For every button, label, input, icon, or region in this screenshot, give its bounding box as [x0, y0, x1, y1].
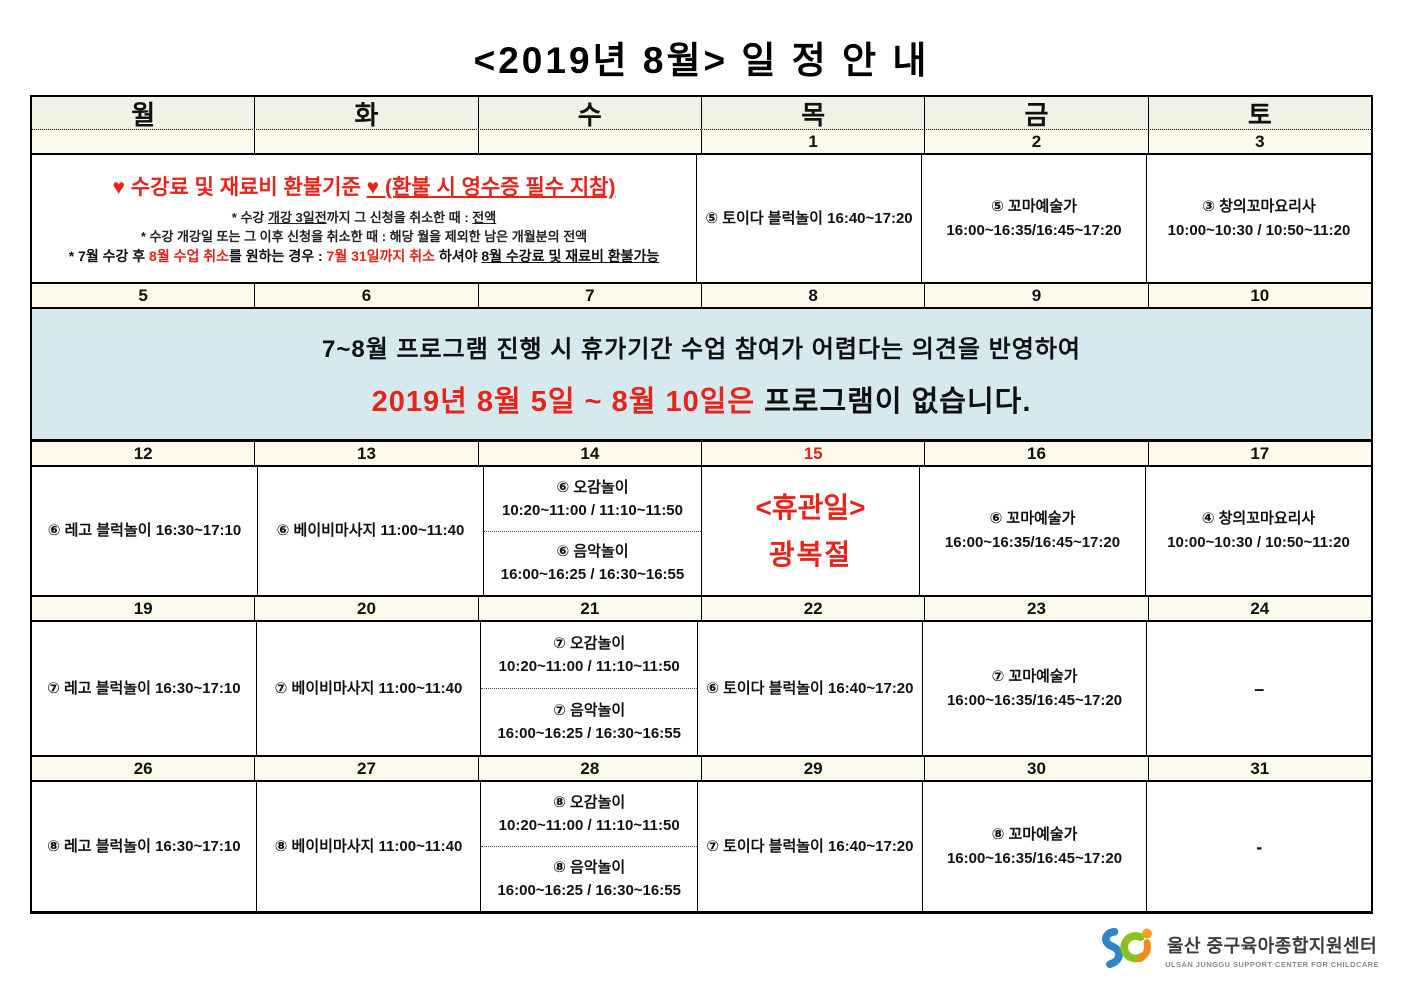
program-aug21-morning: ⑦ 오감놀이 10:20~11:00 / 11:10~11:50 [481, 622, 698, 689]
program-aug14-afternoon: ⑥ 음악놀이 16:00~16:25 / 16:30~16:55 [500, 543, 685, 584]
date-cell-1: 1 [702, 130, 926, 153]
program-cell-aug19: ⑦ 레고 블럭놀이 16:30~17:10 [32, 622, 257, 755]
program-cell-aug14: ⑥ 오감놀이 10:20~11:00 / 11:10~11:50 ⑥ 음악놀이 … [484, 467, 702, 595]
vacation-banner-line1: 7~8월 프로그램 진행 시 휴가기간 수업 참여가 어렵다는 의견을 반영하여 [322, 335, 1081, 363]
date-cell-6: 6 [255, 284, 479, 307]
date-cell-9: 9 [925, 284, 1149, 307]
program-cell-aug23: ⑦ 꼬마예술가 16:00~16:35/16:45~17:20 [923, 622, 1148, 755]
week4-date-row: 19 20 21 22 23 24 [32, 597, 1371, 622]
vacation-banner-line2: 2019년 8월 5일 ~ 8월 10일은 프로그램이 없습니다. [371, 385, 1032, 418]
program-cell-aug28: ⑧ 오감놀이 10:20~11:00 / 11:10~11:50 ⑧ 음악놀이 … [481, 782, 699, 911]
date-cell-28: 28 [479, 757, 702, 780]
program-cell-aug2: ⑤ 꼬마예술가 16:00~16:35/16:45~17:20 [922, 155, 1147, 282]
date-cell-15-holiday: 15 [702, 442, 926, 465]
vacation-banner: 7~8월 프로그램 진행 시 휴가기간 수업 참여가 어렵다는 의견을 반영하여… [32, 309, 1371, 442]
center-name-english: ULSAN JUNGGU SUPPORT CENTER FOR CHILDCAR… [1165, 960, 1379, 969]
program-aug28-afternoon: ⑧ 음악놀이 16:00~16:25 / 16:30~16:55 [497, 859, 681, 899]
program-cell-aug26: ⑧ 레고 블럭놀이 16:30~17:10 [32, 782, 257, 911]
date-cell-24: 24 [1250, 598, 1270, 618]
weekday-tue: 화 [255, 97, 479, 130]
date-cell-26: 26 [32, 757, 256, 780]
program-cell-aug27: ⑧ 베이비마사지 11:00~11:40 [257, 782, 482, 911]
program-aug28-morning: ⑧ 오감놀이 10:20~11:00 / 11:10~11:50 [481, 782, 698, 847]
weekday-mon: 월 [32, 97, 256, 130]
footer-logo: 울산 중구육아종합지원센터 ULSAN JUNGGU SUPPORT CENTE… [1100, 925, 1379, 976]
date-cell-3: 3 [1255, 131, 1265, 151]
center-logo-icon [1100, 925, 1156, 976]
program-cell-aug22: ⑥ 토이다 블럭놀이 16:40~17:20 [698, 622, 923, 755]
weekday-sat: 토 [1247, 99, 1272, 130]
date-cell-30: 30 [925, 757, 1149, 780]
weekday-thu: 목 [702, 97, 926, 130]
closed-day-cell-aug15: <휴관일> 광복절 [702, 467, 920, 595]
date-cell-22: 22 [702, 597, 926, 620]
refund-rule-1: * 수강 개강 3일전까지 그 신청을 취소한 때 : 전액 [231, 209, 497, 225]
refund-rule-3: * 7월 수강 후 8월 수업 취소를 원하는 경우 : 7월 31일까지 취소… [68, 247, 660, 264]
week3-date-row: 12 13 14 15 16 17 [32, 442, 1371, 467]
date-cell-20: 20 [255, 597, 479, 620]
program-cell-aug1: ⑤ 토이다 블럭놀이 16:40~17:20 [697, 155, 922, 282]
date-cell-8: 8 [702, 284, 926, 307]
empty-cell-aug24: – [1254, 678, 1265, 699]
week1-content-row: ♥ 수강료 및 재료비 환불기준 ♥ (환불 시 영수증 필수 지참) * 수강… [32, 155, 1371, 284]
date-cell-2: 2 [925, 130, 1149, 153]
calendar-table: 월 화 수 목 금 토 1 2 3 ♥ 수강료 및 재료비 환불기준 ♥ (환불… [30, 95, 1373, 914]
date-cell-5: 5 [32, 284, 256, 307]
refund-rule-2: * 수강 개강일 또는 그 이후 신청을 취소한 때 : 해당 월을 제외한 남… [140, 228, 588, 244]
refund-notice-title: ♥ 수강료 및 재료비 환불기준 ♥ (환불 시 영수증 필수 지참) [112, 175, 616, 199]
program-cell-aug12: ⑥ 레고 블럭놀이 16:30~17:10 [32, 467, 258, 595]
footer-logo-text: 울산 중구육아종합지원센터 ULSAN JUNGGU SUPPORT CENTE… [1165, 932, 1379, 969]
date-cell [479, 130, 702, 153]
date-cell-31: 31 [1250, 758, 1270, 778]
program-cell-aug17: ④ 창의꼬마요리사 10:00~10:30 / 10:50~11:20 [1167, 510, 1350, 551]
program-aug14-morning: ⑥ 오감놀이 10:20~11:00 / 11:10~11:50 [484, 467, 701, 532]
program-cell-aug29: ⑦ 토이다 블럭놀이 16:40~17:20 [698, 782, 923, 911]
weekday-header-row: 월 화 수 목 금 토 [32, 97, 1371, 130]
date-cell-12: 12 [32, 442, 256, 465]
empty-cell-aug31: - [1256, 836, 1263, 857]
week3-content-row: ⑥ 레고 블럭놀이 16:30~17:10 ⑥ 베이비마사지 11:00~11:… [32, 467, 1371, 597]
date-cell-17: 17 [1250, 443, 1270, 463]
date-cell-13: 13 [255, 442, 479, 465]
date-cell-19: 19 [32, 597, 256, 620]
program-cell-aug20: ⑦ 베이비마사지 11:00~11:40 [257, 622, 482, 755]
week5-date-row: 26 27 28 29 30 31 [32, 757, 1371, 782]
date-cell-7: 7 [479, 284, 702, 307]
date-cell-27: 27 [255, 757, 479, 780]
weekday-wed: 수 [479, 97, 702, 130]
date-cell-14: 14 [479, 442, 702, 465]
date-cell-10: 10 [1250, 285, 1270, 305]
date-cell-21: 21 [479, 597, 702, 620]
date-cell-23: 23 [925, 597, 1149, 620]
page-title: <2019년 8월> 일 정 안 내 [473, 40, 930, 81]
date-cell [32, 130, 256, 153]
date-cell-16: 16 [925, 442, 1149, 465]
week5-content-row: ⑧ 레고 블럭놀이 16:30~17:10 ⑧ 베이비마사지 11:00~11:… [32, 782, 1371, 911]
week1-date-row: 1 2 3 [32, 130, 1371, 155]
weekday-fri: 금 [925, 97, 1149, 130]
week4-content-row: ⑦ 레고 블럭놀이 16:30~17:10 ⑦ 베이비마사지 11:00~11:… [32, 622, 1371, 757]
program-cell-aug16: ⑥ 꼬마예술가 16:00~16:35/16:45~17:20 [920, 467, 1146, 595]
program-cell-aug21: ⑦ 오감놀이 10:20~11:00 / 11:10~11:50 ⑦ 음악놀이 … [481, 622, 699, 755]
center-name-korean: 울산 중구육아종합지원센터 [1166, 936, 1378, 956]
program-cell-aug13: ⑥ 베이비마사지 11:00~11:40 [258, 467, 484, 595]
refund-notice: ♥ 수강료 및 재료비 환불기준 ♥ (환불 시 영수증 필수 지참) * 수강… [32, 155, 697, 282]
week2-date-row: 5 6 7 8 9 10 [32, 284, 1371, 309]
program-cell-aug3: ③ 창의꼬마요리사 10:00~10:30 / 10:50~11:20 [1167, 197, 1351, 239]
date-cell [255, 130, 479, 153]
program-aug21-afternoon: ⑦ 음악놀이 16:00~16:25 / 16:30~16:55 [497, 702, 681, 742]
date-cell-29: 29 [702, 757, 926, 780]
program-cell-aug30: ⑧ 꼬마예술가 16:00~16:35/16:45~17:20 [923, 782, 1148, 911]
